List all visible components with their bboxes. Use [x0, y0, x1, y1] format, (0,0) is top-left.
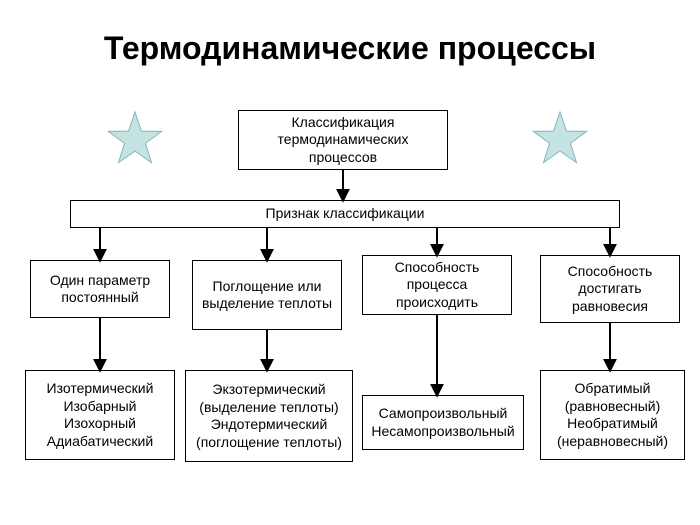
box-branch-1: Один параметр постоянный: [30, 260, 170, 318]
box-c3-label: Самопроизвольный Несамопроизвольный: [367, 405, 519, 440]
star-right: [530, 110, 590, 170]
box-b1-label: Один параметр постоянный: [35, 272, 165, 307]
box-branch-2: Поглощение или выделение теплоты: [192, 260, 342, 330]
box-branch-3: Способность процесса происходить: [362, 255, 512, 315]
diagram-title: Термодинамические процессы: [0, 30, 700, 67]
box-c2-label: Экзотермический (выделение теплоты) Эндо…: [190, 381, 348, 451]
box-criterion-label: Признак классификации: [266, 205, 425, 223]
box-leaf-3: Самопроизвольный Несамопроизвольный: [362, 395, 524, 450]
box-branch-4: Способность достигать равновесия: [540, 255, 680, 323]
box-b3-label: Способность процесса происходить: [367, 259, 507, 312]
box-criterion: Признак классификации: [70, 200, 620, 228]
star-left: [105, 110, 165, 170]
box-c4-label: Обратимый (равновесный) Необратимый (нер…: [545, 380, 680, 450]
box-root: Классификация термодинамических процессо…: [238, 110, 448, 170]
box-c1-label: ИзотермическийИзобарныйИзохорныйАдиабати…: [47, 380, 154, 450]
box-leaf-4: Обратимый (равновесный) Необратимый (нер…: [540, 370, 685, 460]
box-b2-label: Поглощение или выделение теплоты: [197, 278, 337, 313]
box-root-label: Классификация термодинамических процессо…: [243, 114, 443, 167]
box-leaf-2: Экзотермический (выделение теплоты) Эндо…: [185, 370, 353, 462]
box-b4-label: Способность достигать равновесия: [545, 263, 675, 316]
box-leaf-1: ИзотермическийИзобарныйИзохорныйАдиабати…: [25, 370, 175, 460]
